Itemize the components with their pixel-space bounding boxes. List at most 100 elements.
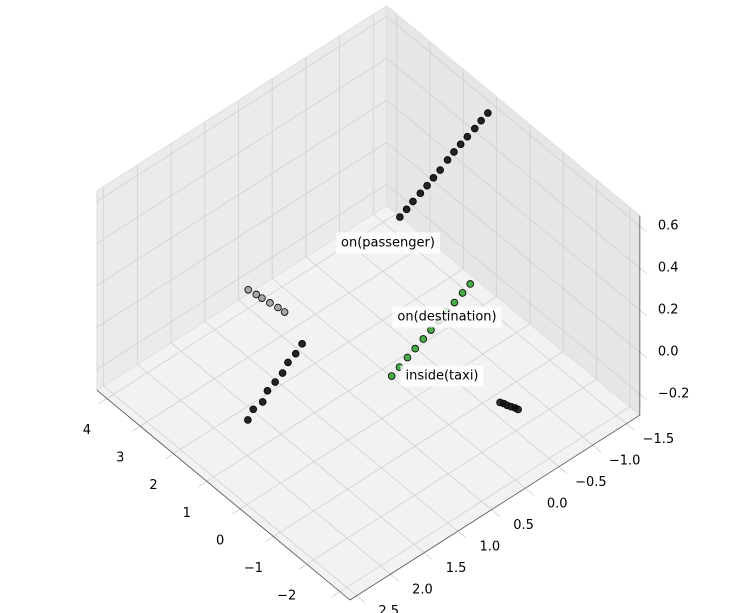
grid-line [271,278,526,489]
tick-label: 2.0 [412,583,433,598]
point [252,290,261,299]
grid-line [96,58,387,244]
tick-mark [626,423,635,431]
grid-line [386,58,641,269]
tick-mark [457,530,467,539]
grid-line [305,256,560,468]
tick-mark [331,591,341,598]
tick-label: 2.5 [378,604,399,613]
tick-mark [356,595,366,603]
grid-line [339,235,593,446]
grid-line [96,100,387,286]
axis-line [349,414,641,601]
annotation-box [400,365,484,387]
tick-label: 0 [216,533,224,548]
grid-line [96,16,387,202]
tick-mark [390,573,400,582]
tick-label: −1.0 [609,454,641,469]
point [403,353,412,362]
point [416,189,425,198]
grid-line [137,364,391,575]
tick-mark [592,444,602,453]
point [258,294,266,302]
tick-label: 0.5 [513,518,534,533]
grid-line [273,351,564,537]
tick-mark [491,509,501,517]
tick-mark [639,267,647,274]
point [450,148,458,156]
point [278,369,287,377]
grid-line [386,142,641,353]
tick-label: −0.2 [658,387,690,402]
point [463,132,472,141]
point [402,205,411,214]
tick-label: 0.4 [658,261,679,276]
axis-line [96,389,351,601]
grid-line [238,299,492,511]
point [266,299,274,307]
point [258,398,267,406]
point [409,197,417,206]
grid-line [386,184,641,395]
point [280,308,289,316]
tick-label: 0.2 [658,303,679,318]
tick-mark [165,453,174,460]
tick-mark [198,480,208,487]
tick-mark [639,225,647,232]
tick-mark [558,466,568,474]
grid-line [306,378,597,565]
point [456,140,465,149]
grid-line [386,100,641,311]
tick-mark [131,425,141,432]
point [484,109,492,117]
tick-mark [639,393,647,400]
tick-label: 0.0 [658,345,679,360]
tick-mark [98,398,108,405]
point [298,340,306,348]
point [427,326,435,334]
tick-label: −1.5 [643,432,675,447]
tick-label: 4 [83,423,91,438]
tick-mark [231,508,241,515]
tick-label: 0.6 [658,219,679,234]
point [423,181,431,190]
tick-label: 1.5 [446,561,467,576]
tick-label: −2 [277,589,296,604]
point [514,405,522,414]
tick-mark [423,552,433,560]
grid-line [204,321,459,532]
point [244,286,253,294]
point [470,124,479,133]
grid-line [386,16,641,227]
point [396,213,404,221]
tick-mark [639,351,647,358]
point [274,303,282,312]
tick-mark [298,563,307,570]
point [284,358,292,367]
tick-mark [524,487,534,496]
point [387,372,396,380]
grid-line [173,268,464,455]
grid-line [96,142,387,328]
annotation: inside(taxi) [406,369,479,384]
tick-label: 1 [183,506,191,521]
grid-line [96,184,387,370]
annotation-box [392,306,502,328]
point [271,378,279,386]
grid-line [339,406,631,593]
grid-line [139,240,431,427]
tick-label: 2 [149,478,157,493]
tick-label: 3 [116,451,124,466]
point [411,344,419,353]
annotation-box [336,232,440,254]
point [466,280,475,288]
point [436,166,444,174]
point [419,335,428,343]
point [249,405,258,414]
grid-line [170,342,425,554]
point [458,289,467,297]
annotation: on(destination) [397,310,496,325]
point [244,416,252,424]
point [429,173,438,182]
